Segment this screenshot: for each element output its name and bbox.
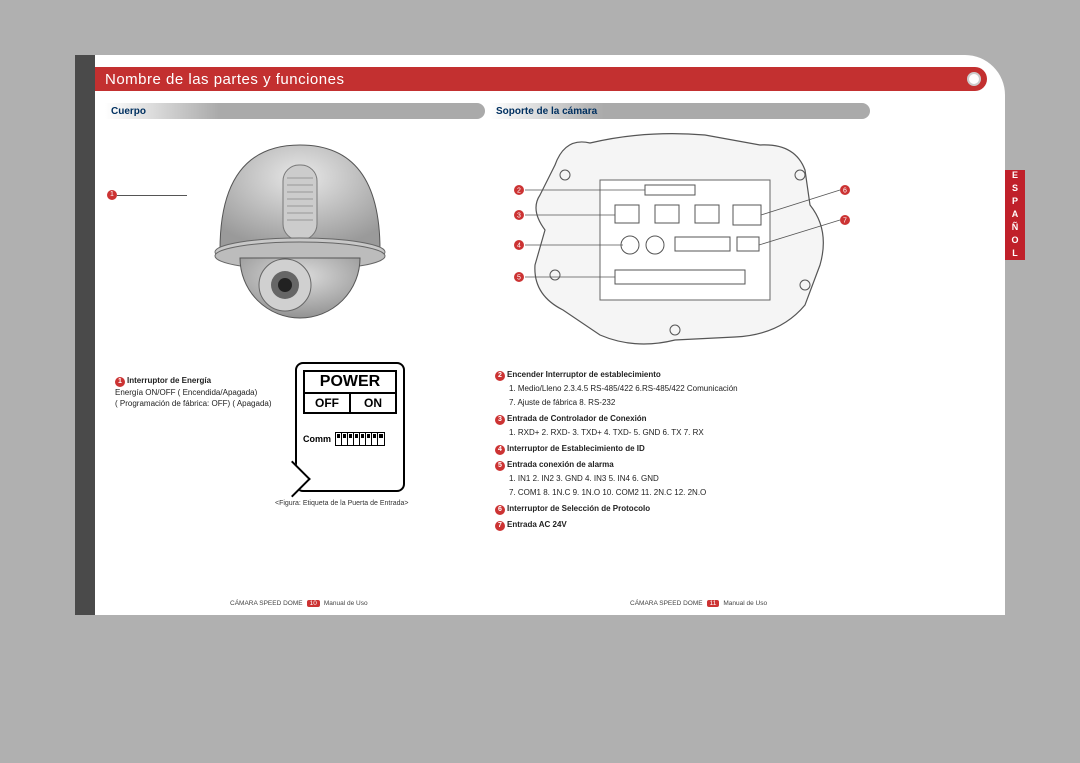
page-number-right: 11 (707, 600, 720, 607)
page-number-left: 10 (307, 600, 320, 607)
svg-text:3: 3 (517, 213, 521, 220)
figure-caption: <Figura: Etiqueta de la Puerta de Entrad… (275, 500, 408, 507)
language-tab: ESPAÑOL (1005, 170, 1025, 260)
r3-heading: Entrada de Controlador de Conexión (507, 414, 647, 423)
footer-left: CÁMARA SPEED DOME 10 Manual de Uso (230, 600, 368, 607)
svg-text:4: 4 (517, 243, 521, 250)
svg-text:2: 2 (517, 188, 521, 195)
page-title: Nombre de las partes y funciones (95, 71, 344, 88)
section-header-mount: Soporte de la cámara (490, 103, 870, 119)
r2-l2: 7. Ajuste de fábrica 8. RS-232 (495, 397, 865, 409)
callout-1: 1 (107, 190, 117, 200)
on-label: ON (351, 394, 395, 412)
title-ornament (967, 72, 981, 86)
r4-heading: Interruptor de Establecimiento de ID (507, 444, 645, 453)
svg-text:7: 7 (843, 218, 847, 225)
item1-line1: Energía ON/OFF ( Encendida/Apagada) (115, 387, 295, 398)
left-description: 1Interruptor de Energía Energía ON/OFF (… (115, 375, 295, 409)
r2-heading: Encender Interruptor de establecimiento (507, 370, 661, 379)
r5-l2: 7. COM1 8. 1N.C 9. 1N.O 10. COM2 11. 2N.… (495, 487, 865, 499)
footer-right: CÁMARA SPEED DOME 11 Manual de Uso (630, 600, 767, 607)
page-frame: Nombre de las partes y funciones ESPAÑOL… (75, 55, 1005, 615)
r5-heading: Entrada conexión de alarma (507, 460, 614, 469)
power-label: POWER (303, 370, 397, 394)
comm-label: Comm (303, 434, 331, 444)
r5-l1: 1. IN1 2. IN2 3. GND 4. IN3 5. IN4 6. GN… (495, 473, 865, 485)
r6-heading: Interruptor de Selección de Protocolo (507, 504, 650, 513)
section-header-body: Cuerpo (105, 103, 485, 119)
door-label-diagram: POWER OFF ON Comm (295, 362, 405, 492)
off-label: OFF (305, 394, 351, 412)
footer-product-r: CÁMARA SPEED DOME (630, 600, 703, 607)
title-bar: Nombre de las partes y funciones (95, 67, 987, 91)
right-description: 2Encender Interruptor de establecimiento… (495, 365, 865, 533)
camera-mount-diagram: 2 3 4 5 6 7 (505, 125, 855, 355)
power-switch-labels: OFF ON (303, 394, 397, 414)
camera-body-diagram (185, 130, 415, 360)
svg-text:5: 5 (517, 275, 521, 282)
r3-l1: 1. RXD+ 2. RXD- 3. TXD+ 4. TXD- 5. GND 6… (495, 427, 865, 439)
r2-l1: 1. Medio/Lleno 2.3.4.5 RS-485/422 6.RS-4… (495, 383, 865, 395)
svg-text:6: 6 (843, 188, 847, 195)
footer-label-r: Manual de Uso (723, 600, 767, 607)
comm-row: Comm (303, 432, 397, 446)
dip-switch-icon (335, 432, 385, 446)
footer-label-l: Manual de Uso (324, 600, 368, 607)
item1-line2: ( Programación de fábrica: OFF) ( Apagad… (115, 398, 295, 409)
callout-1-line (117, 195, 187, 196)
r7-heading: Entrada AC 24V (507, 520, 567, 529)
footer-product-l: CÁMARA SPEED DOME (230, 600, 303, 607)
item1-heading: Interruptor de Energía (127, 376, 211, 385)
